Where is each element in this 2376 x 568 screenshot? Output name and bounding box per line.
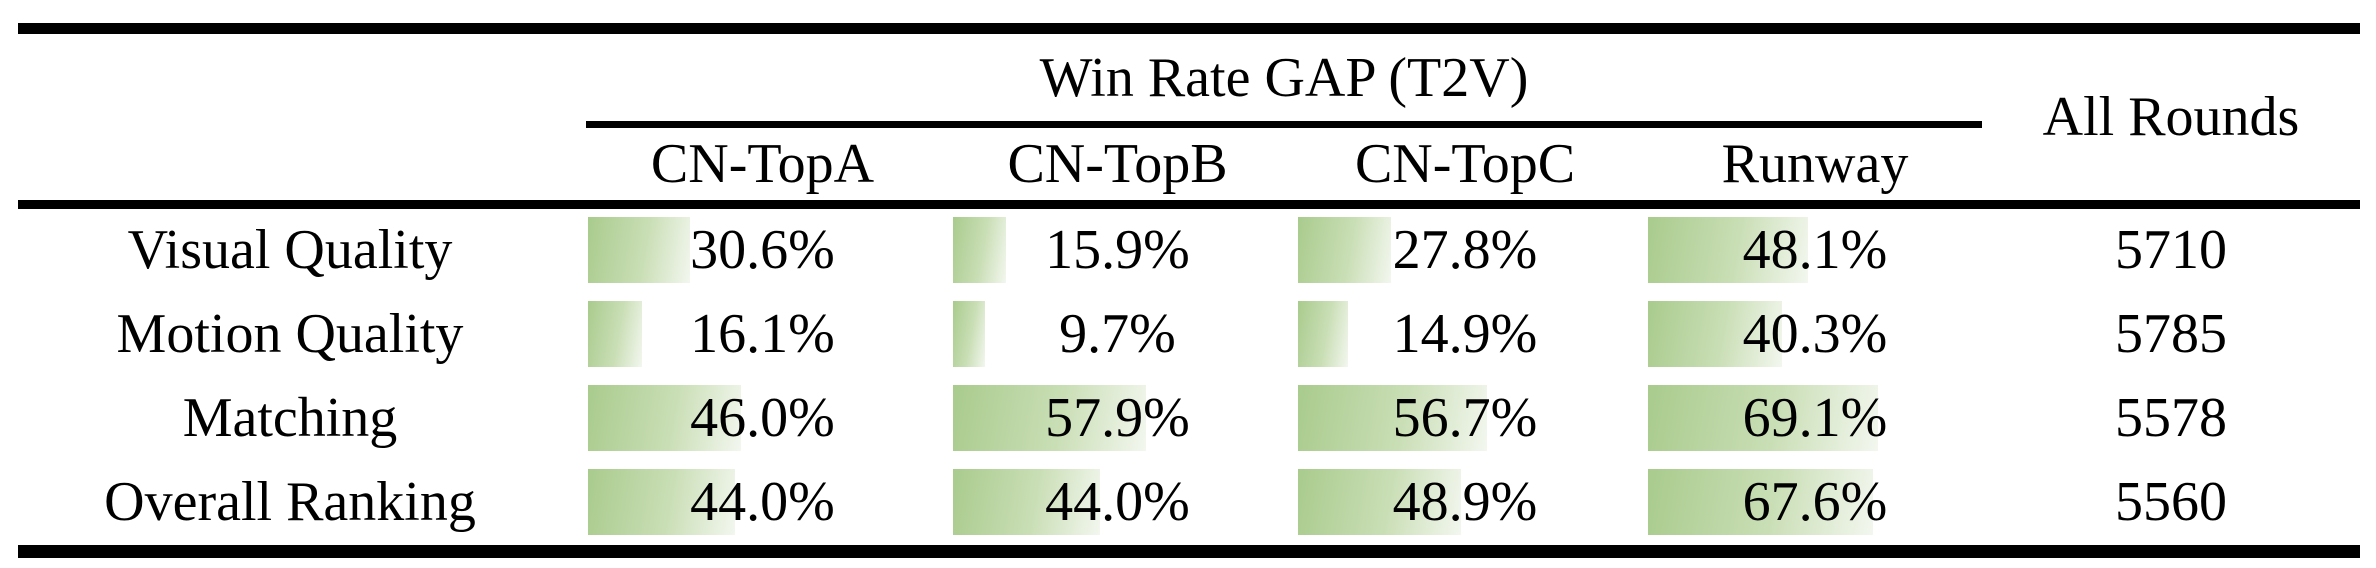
win-rate-bar — [953, 385, 1146, 451]
win-rate-cell: 9.7% — [945, 292, 1290, 376]
win-rate-bar — [953, 301, 986, 367]
column-header-cn-topa: CN-TopA — [650, 133, 875, 195]
win-rate-bar — [588, 469, 735, 535]
row-label: Overall Ranking — [104, 471, 476, 533]
win-rate-value: 15.9% — [1045, 219, 1190, 281]
all-rounds-cell: 5785 — [2115, 303, 2227, 365]
win-rate-bar — [1298, 385, 1487, 451]
win-rate-value: 44.0% — [690, 471, 835, 533]
win-rate-value: 16.1% — [690, 303, 835, 365]
all-rounds-cell: 5710 — [2115, 219, 2227, 281]
win-rate-value: 44.0% — [1045, 471, 1190, 533]
all-rounds-cell: 5578 — [2115, 387, 2227, 449]
row-label: Motion Quality — [116, 303, 464, 365]
win-rate-bar — [1648, 217, 1809, 283]
win-rate-cell: 16.1% — [580, 292, 945, 376]
table-body: Visual Quality 30.6% 15.9% 27.8% 48.1% 5… — [0, 208, 2352, 544]
win-rate-cell: 15.9% — [945, 208, 1290, 292]
win-rate-cell: 44.0% — [580, 460, 945, 544]
win-rate-bar — [1298, 217, 1391, 283]
win-rate-cell: 40.3% — [1640, 292, 1990, 376]
win-rate-cell: 27.8% — [1290, 208, 1640, 292]
win-rate-bar — [588, 217, 690, 283]
win-rate-cell: 14.9% — [1290, 292, 1640, 376]
win-rate-cell: 46.0% — [580, 376, 945, 460]
win-rate-bar — [953, 469, 1100, 535]
row-label: Visual Quality — [127, 219, 453, 281]
win-rate-cell: 48.1% — [1640, 208, 1990, 292]
win-rate-value: 56.7% — [1392, 387, 1538, 449]
win-rate-bar — [1298, 301, 1348, 367]
win-rate-value: 46.0% — [690, 387, 835, 449]
win-rate-value: 14.9% — [1392, 303, 1538, 365]
win-rate-value: 27.8% — [1392, 219, 1538, 281]
win-rate-value: 30.6% — [690, 219, 835, 281]
win-rate-cell: 44.0% — [945, 460, 1290, 544]
column-header-cn-topb: CN-TopB — [1007, 133, 1228, 195]
win-rate-bar — [1298, 469, 1461, 535]
column-header-runway: Runway — [1721, 133, 1909, 195]
win-rate-value: 67.6% — [1742, 471, 1888, 533]
win-rate-bar — [1648, 469, 1874, 535]
win-rate-value: 57.9% — [1045, 387, 1190, 449]
win-rate-bar — [588, 385, 742, 451]
win-rate-cell: 69.1% — [1640, 376, 1990, 460]
win-rate-cell: 56.7% — [1290, 376, 1640, 460]
win-rate-cell: 57.9% — [945, 376, 1290, 460]
win-rate-bar — [588, 301, 642, 367]
win-rate-bar — [1648, 385, 1879, 451]
win-rate-value: 48.1% — [1742, 219, 1888, 281]
table-title: Win Rate GAP (T2V) — [1039, 46, 1529, 109]
win-rate-value: 9.7% — [1059, 303, 1176, 365]
win-rate-cell: 30.6% — [580, 208, 945, 292]
win-rate-bar — [953, 217, 1006, 283]
row-label: Matching — [182, 387, 398, 449]
header-separator-rule — [18, 200, 2360, 209]
column-header-row: CN-TopA CN-TopB CN-TopC Runway — [580, 128, 1990, 200]
cmid-rule — [586, 121, 1982, 128]
bottom-rule — [18, 545, 2360, 558]
all-rounds-cell: 5560 — [2115, 471, 2227, 533]
win-rate-bar — [1648, 301, 1783, 367]
column-header-cn-topc: CN-TopC — [1354, 133, 1576, 195]
top-rule — [18, 23, 2360, 34]
win-rate-cell: 67.6% — [1640, 460, 1990, 544]
win-rate-value: 69.1% — [1742, 387, 1888, 449]
all-rounds-header: All Rounds — [2042, 86, 2300, 148]
win-rate-cell: 48.9% — [1290, 460, 1640, 544]
win-rate-value: 40.3% — [1742, 303, 1888, 365]
win-rate-value: 48.9% — [1392, 471, 1538, 533]
